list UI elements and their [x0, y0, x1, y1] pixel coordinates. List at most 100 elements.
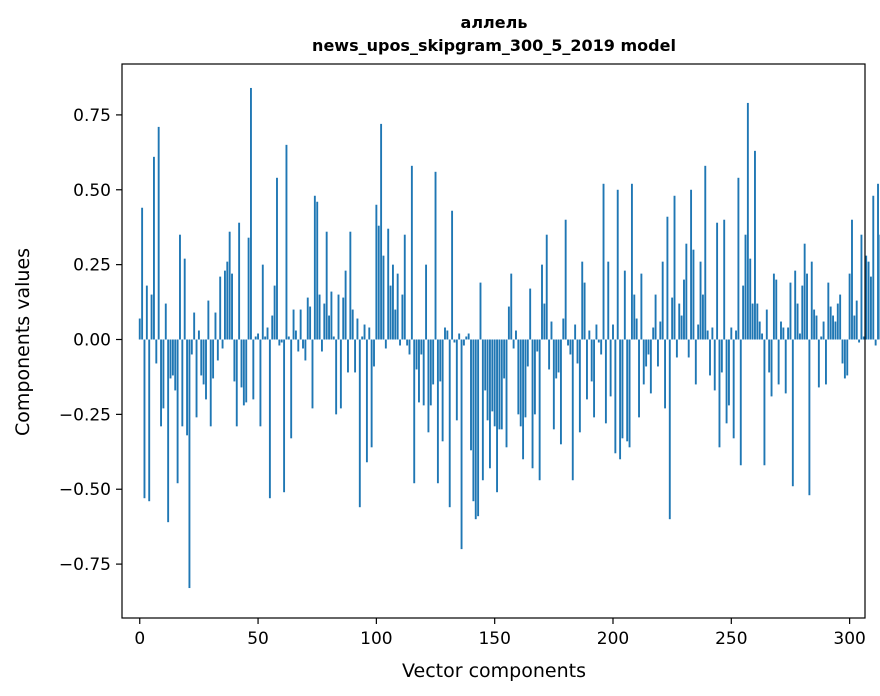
- bar-18: [181, 339, 184, 427]
- bar-180: [564, 219, 567, 340]
- bar-66: [294, 330, 297, 340]
- bar-240: [706, 330, 709, 340]
- bar-307: [865, 255, 868, 340]
- bar-91: [354, 339, 357, 373]
- bar-127: [439, 339, 442, 382]
- bar-250: [730, 327, 733, 340]
- bar-103: [382, 255, 385, 340]
- bar-92: [356, 318, 359, 340]
- bar-100: [375, 204, 378, 340]
- bar-269: [775, 279, 778, 340]
- bar-296: [839, 294, 842, 340]
- bar-260: [754, 150, 756, 340]
- bar-197: [604, 339, 607, 424]
- bar-58: [276, 177, 278, 340]
- bar-88: [347, 339, 349, 373]
- bar-274: [787, 327, 790, 340]
- bar-84: [337, 294, 340, 340]
- bar-255: [742, 285, 745, 340]
- bar-160: [517, 339, 520, 415]
- bar-261: [756, 303, 759, 340]
- bar-30: [209, 339, 212, 427]
- bar-171: [543, 303, 546, 340]
- bar-231: [685, 243, 688, 340]
- bar-112: [403, 234, 406, 340]
- bar-242: [711, 327, 714, 340]
- bar-128: [441, 339, 444, 442]
- bar-82: [332, 336, 335, 340]
- bar-299: [846, 339, 849, 376]
- bar-233: [690, 189, 693, 340]
- bar-173: [548, 339, 551, 370]
- bar-213: [642, 339, 645, 385]
- bar-35: [221, 339, 224, 349]
- bar-226: [673, 195, 676, 340]
- bar-202: [616, 189, 619, 340]
- bar-80: [328, 315, 330, 340]
- bar-106: [389, 285, 392, 340]
- bar-20: [186, 339, 189, 436]
- bar-79: [325, 231, 328, 340]
- bar-186: [578, 339, 581, 433]
- bar-85: [339, 339, 342, 409]
- y-axis-ticks: −0.75 −0.50 −0.25 0.00 0.25 0.50 0.75: [59, 106, 122, 575]
- bar-290: [825, 339, 827, 385]
- bar-49: [254, 336, 257, 340]
- bar-75: [316, 201, 319, 340]
- bar-222: [664, 339, 666, 409]
- bar-172: [545, 234, 548, 340]
- bar-12: [167, 339, 170, 523]
- y-tick-label: 0.75: [73, 106, 111, 126]
- bar-94: [361, 336, 364, 340]
- bar-118: [418, 339, 420, 403]
- bar-111: [401, 294, 404, 340]
- bar-300: [848, 273, 851, 340]
- bar-200: [612, 324, 614, 340]
- bar-189: [586, 339, 588, 400]
- bar-53: [264, 336, 267, 340]
- bar-131: [448, 339, 451, 508]
- bar-291: [827, 282, 830, 340]
- bar-83: [335, 339, 338, 415]
- bar-6: [153, 156, 155, 340]
- bar-11: [164, 303, 167, 340]
- bar-68: [299, 309, 302, 340]
- bar-27: [202, 339, 205, 385]
- bar-282: [806, 273, 808, 340]
- bar-17: [179, 234, 181, 340]
- bar-183: [571, 339, 574, 481]
- bar-96: [365, 339, 368, 463]
- bar-39: [231, 273, 233, 340]
- bar-241: [709, 339, 711, 376]
- bar-210: [635, 318, 638, 340]
- bar-61: [283, 339, 286, 493]
- bar-311: [874, 339, 877, 346]
- bar-77: [321, 339, 323, 352]
- bar-14: [171, 339, 174, 376]
- bar-141: [472, 339, 475, 502]
- bar-60: [280, 339, 283, 343]
- bar-271: [780, 321, 782, 340]
- bar-31: [212, 339, 215, 379]
- bar-144: [479, 282, 482, 340]
- bar-278: [796, 303, 799, 340]
- bar-54: [266, 327, 269, 340]
- bar-78: [323, 303, 326, 340]
- bar-150: [493, 339, 496, 427]
- bar-89: [349, 231, 352, 340]
- bar-13: [169, 339, 172, 379]
- bar-23: [193, 312, 196, 340]
- bar-201: [614, 339, 617, 454]
- bars-group: [138, 87, 880, 589]
- bar-215: [647, 339, 650, 355]
- bar-196: [602, 183, 605, 340]
- bar-257: [746, 102, 749, 340]
- bar-232: [687, 339, 690, 358]
- bar-214: [645, 339, 648, 367]
- chart-title: аллель: [461, 13, 528, 32]
- bar-95: [363, 324, 366, 340]
- bar-74: [313, 195, 316, 340]
- bar-104: [384, 339, 387, 349]
- bar-208: [630, 183, 633, 340]
- bar-267: [770, 339, 773, 397]
